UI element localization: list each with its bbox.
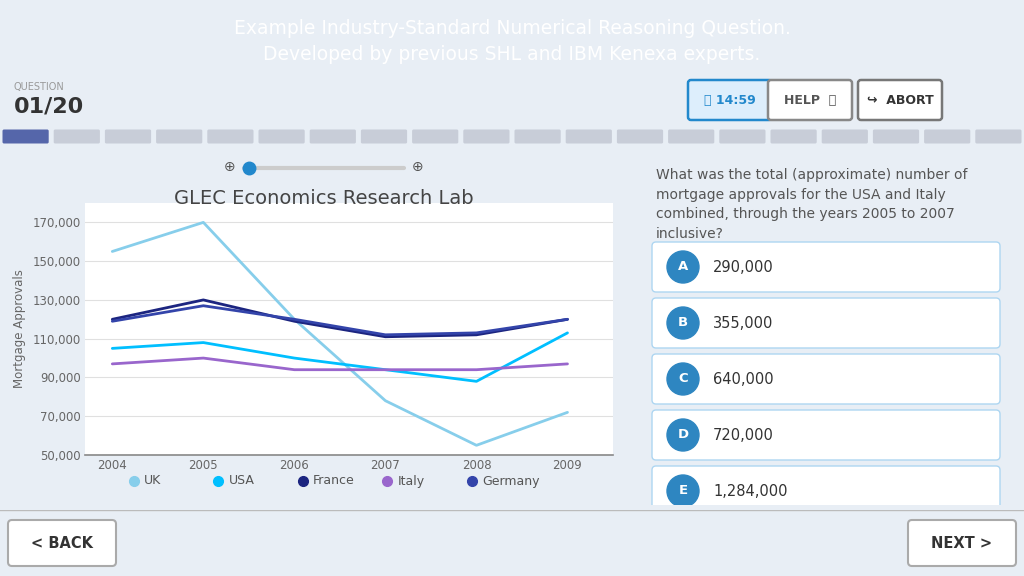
Text: Example Industry-Standard Numerical Reasoning Question.: Example Industry-Standard Numerical Reas… [233,19,791,38]
Circle shape [667,363,699,395]
FancyBboxPatch shape [207,130,254,143]
Circle shape [667,419,699,451]
FancyBboxPatch shape [2,130,49,143]
FancyBboxPatch shape [858,80,942,120]
FancyBboxPatch shape [53,130,100,143]
Circle shape [667,475,699,507]
FancyBboxPatch shape [652,466,1000,516]
FancyBboxPatch shape [688,80,772,120]
FancyBboxPatch shape [975,130,1022,143]
Text: E: E [679,484,687,498]
Text: ↪  ABORT: ↪ ABORT [866,93,933,107]
Text: ⊕: ⊕ [413,160,424,174]
FancyBboxPatch shape [770,130,817,143]
FancyBboxPatch shape [821,130,868,143]
Text: 355,000: 355,000 [713,316,773,331]
Text: HELP  ⓘ: HELP ⓘ [784,93,837,107]
FancyBboxPatch shape [258,130,305,143]
FancyBboxPatch shape [8,520,116,566]
Text: Developed by previous SHL and IBM Kenexa experts.: Developed by previous SHL and IBM Kenexa… [263,44,761,63]
FancyBboxPatch shape [104,130,152,143]
Text: QUESTION: QUESTION [14,82,65,92]
Text: France: France [313,475,354,487]
Text: < BACK: < BACK [31,536,93,551]
Text: 640,000: 640,000 [713,372,773,386]
Text: USA: USA [228,475,254,487]
Text: What was the total (approximate) number of
mortgage approvals for the USA and It: What was the total (approximate) number … [656,168,968,241]
Text: A: A [678,260,688,274]
Text: 290,000: 290,000 [713,260,774,275]
Text: ⊕: ⊕ [224,160,236,174]
Text: Italy: Italy [397,475,425,487]
Text: GLEC Economics Research Lab: GLEC Economics Research Lab [174,188,474,207]
FancyBboxPatch shape [309,130,356,143]
Text: Germany: Germany [481,475,540,487]
FancyBboxPatch shape [463,130,510,143]
Text: 720,000: 720,000 [713,427,774,442]
Y-axis label: Mortgage Approvals: Mortgage Approvals [12,270,26,388]
FancyBboxPatch shape [924,130,971,143]
FancyBboxPatch shape [872,130,920,143]
FancyBboxPatch shape [908,520,1016,566]
FancyBboxPatch shape [652,298,1000,348]
FancyBboxPatch shape [616,130,664,143]
Circle shape [667,307,699,339]
Text: B: B [678,316,688,329]
Text: ⧖ 14:59: ⧖ 14:59 [705,93,756,107]
Text: 1,284,000: 1,284,000 [713,483,787,498]
FancyBboxPatch shape [565,130,612,143]
FancyBboxPatch shape [668,130,715,143]
FancyBboxPatch shape [514,130,561,143]
Text: C: C [678,373,688,385]
FancyBboxPatch shape [652,242,1000,292]
Text: NEXT >: NEXT > [932,536,992,551]
FancyBboxPatch shape [360,130,408,143]
FancyBboxPatch shape [652,354,1000,404]
FancyBboxPatch shape [719,130,766,143]
Text: UK: UK [144,475,161,487]
Text: D: D [678,429,688,441]
FancyBboxPatch shape [768,80,852,120]
FancyBboxPatch shape [412,130,459,143]
Circle shape [667,251,699,283]
FancyBboxPatch shape [652,410,1000,460]
FancyBboxPatch shape [156,130,203,143]
Text: 01/20: 01/20 [14,97,84,117]
